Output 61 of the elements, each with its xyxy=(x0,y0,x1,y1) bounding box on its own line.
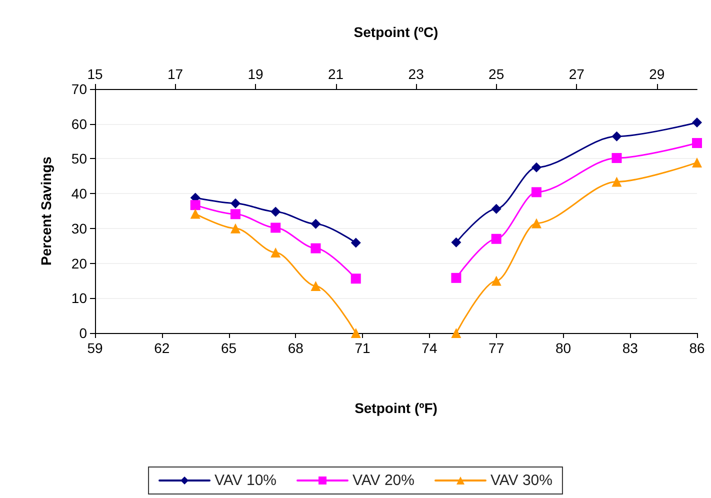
y-tick-label: 0 xyxy=(79,325,88,341)
x2-tick-label: 19 xyxy=(248,66,264,82)
point xyxy=(230,209,240,220)
point xyxy=(692,138,702,148)
point xyxy=(190,200,200,210)
point xyxy=(612,176,622,187)
x-tick-label: 59 xyxy=(87,340,103,356)
legend-label: VAV 10% xyxy=(214,472,277,489)
y-tick-label: 70 xyxy=(71,81,88,97)
point xyxy=(531,162,542,172)
point xyxy=(350,328,361,338)
point xyxy=(692,117,702,128)
point xyxy=(531,187,542,198)
point xyxy=(310,280,321,291)
point xyxy=(531,218,542,228)
x2-axis-title: Setpoint (ºC) xyxy=(354,24,438,40)
x2-tick-label: 17 xyxy=(167,66,184,82)
point xyxy=(692,158,702,168)
x2-tick-label: 23 xyxy=(408,66,424,82)
y-tick-label: 10 xyxy=(71,290,88,306)
point xyxy=(612,131,622,142)
point xyxy=(491,204,502,214)
point xyxy=(270,206,281,217)
point xyxy=(350,274,361,284)
y-tick-label: 60 xyxy=(71,116,88,132)
y-tick-label: 30 xyxy=(71,220,88,236)
x2-tick-label: 29 xyxy=(649,66,665,82)
x-tick-label: 77 xyxy=(488,340,504,356)
x-tick-label: 80 xyxy=(555,340,572,356)
legend-label: VAV 30% xyxy=(490,472,552,489)
x-tick-label: 86 xyxy=(689,340,705,356)
x-tick-label: 83 xyxy=(622,340,638,356)
point xyxy=(310,243,321,254)
point xyxy=(451,328,462,338)
x-tick-label: 62 xyxy=(154,340,170,356)
point xyxy=(190,208,200,219)
x2-tick-label: 21 xyxy=(328,66,344,82)
point xyxy=(491,276,502,286)
point xyxy=(310,218,321,229)
y-tick-label: 50 xyxy=(71,150,88,167)
x-tick-label: 74 xyxy=(422,340,438,356)
point xyxy=(230,198,240,208)
y-tick-label: 40 xyxy=(71,186,88,202)
point xyxy=(270,247,281,258)
y-axis-title: Percent Savings xyxy=(38,156,54,266)
x-tick-label: 71 xyxy=(354,340,371,356)
point xyxy=(612,153,622,164)
legend-label: VAV 20% xyxy=(352,472,414,489)
x-tick-label: 65 xyxy=(220,340,237,356)
point xyxy=(451,237,462,248)
point xyxy=(270,222,281,233)
x2-tick-label: 27 xyxy=(568,66,585,82)
x2-tick-label: 25 xyxy=(488,66,504,82)
x2-tick-label: 15 xyxy=(87,66,103,82)
point xyxy=(350,238,361,248)
point xyxy=(230,223,240,234)
x-axis-title: Setpoint (ºF) xyxy=(354,400,438,416)
x-tick-label: 68 xyxy=(288,340,304,356)
point xyxy=(451,272,462,283)
y-tick-label: 20 xyxy=(71,255,88,272)
point xyxy=(491,234,502,244)
